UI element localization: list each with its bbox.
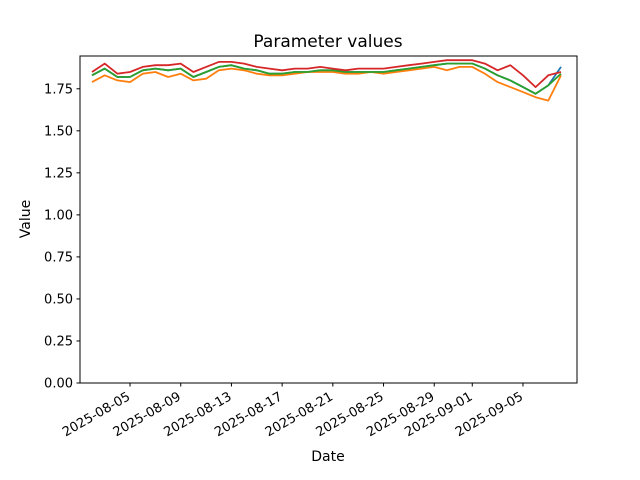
chart-title: Parameter values bbox=[253, 32, 402, 52]
x-axis-label: Date bbox=[311, 449, 344, 465]
x-axis-ticks: 2025-08-052025-08-092025-08-132025-08-17… bbox=[60, 383, 526, 440]
y-tick-label: 1.75 bbox=[44, 82, 73, 97]
y-axis-ticks: 0.00 0.25 0.50 0.75 1.00 1.25 1.50 1.75 bbox=[44, 82, 80, 392]
y-tick-label: 1.25 bbox=[44, 166, 73, 181]
y-tick-label: 1.00 bbox=[44, 208, 73, 223]
y-axis-label: Value bbox=[18, 200, 34, 238]
y-tick-label: 0.50 bbox=[44, 292, 73, 307]
y-tick-label: 0.75 bbox=[44, 250, 73, 265]
line-series-orange bbox=[91, 66, 562, 102]
line-series-green bbox=[91, 62, 562, 95]
plot-area bbox=[79, 55, 578, 384]
series-lines bbox=[91, 59, 562, 102]
y-tick-label: 0.25 bbox=[44, 334, 73, 349]
y-tick-label: 1.50 bbox=[44, 124, 73, 139]
y-tick-label: 0.00 bbox=[44, 377, 73, 392]
line-series-red bbox=[91, 59, 562, 88]
